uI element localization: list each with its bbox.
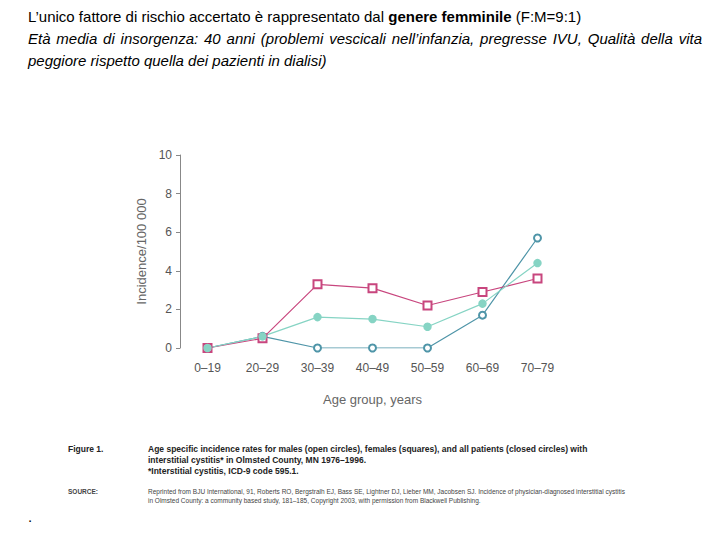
svg-text:4: 4 — [165, 264, 172, 278]
svg-text:20–29: 20–29 — [246, 361, 280, 375]
svg-text:10: 10 — [159, 148, 173, 162]
html-text:Età media di insorgenza: 40 an: Età media di insorgenza: 40 anni (proble… — [28, 30, 702, 69]
html-text:SOURCE:: SOURCE: — [68, 488, 98, 495]
html-text:*Interstitial cystitis, ICD-9: *Interstitial cystitis, ICD-9 code 595.1… — [148, 466, 299, 476]
html-text:Reprinted from BJU Internation: Reprinted from BJU International, 91, Ro… — [148, 488, 625, 504]
svg-text:Age group, years: Age group, years — [323, 392, 423, 407]
svg-text:50–59: 50–59 — [411, 361, 445, 375]
svg-text:30–39: 30–39 — [301, 361, 335, 375]
svg-text:70–79: 70–79 — [521, 361, 555, 375]
html-text:Age specific incidence rates f: Age specific incidence rates for males (… — [148, 444, 588, 465]
html-text:L’unico fattore di rischio acc: L’unico fattore di rischio accertato è r… — [28, 8, 582, 25]
svg-text:8: 8 — [165, 187, 172, 201]
svg-text:40–49: 40–49 — [356, 361, 390, 375]
svg-text:60–69: 60–69 — [466, 361, 500, 375]
svg-text:Incidence/100 000: Incidence/100 000 — [134, 198, 149, 304]
svg-text:0: 0 — [165, 341, 172, 355]
html-text:Figure 1.: Figure 1. — [68, 444, 104, 454]
svg-text:6: 6 — [165, 225, 172, 239]
svg-text:2: 2 — [165, 302, 172, 316]
svg-text:0–19: 0–19 — [194, 361, 221, 375]
